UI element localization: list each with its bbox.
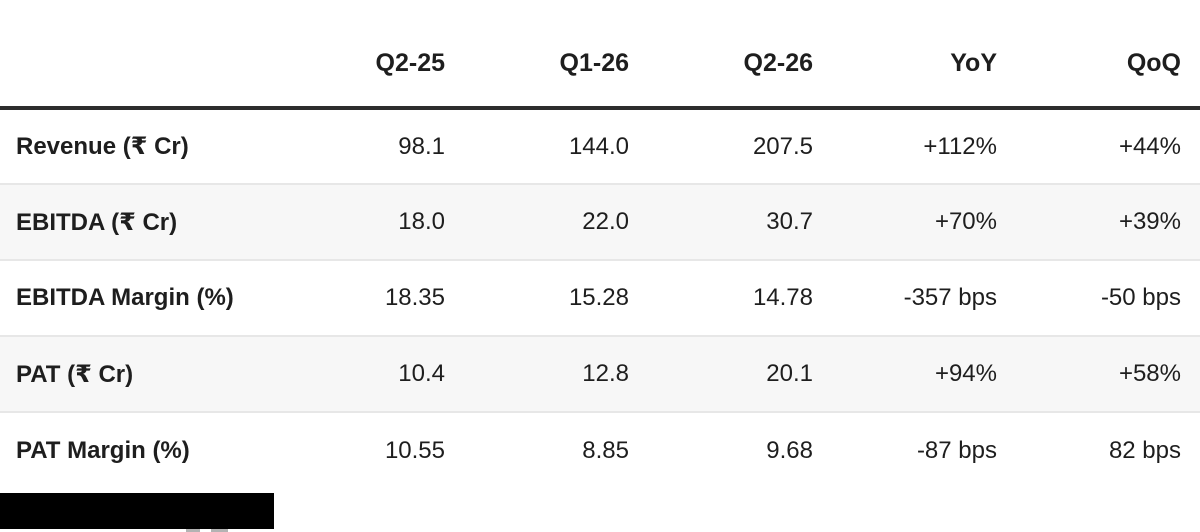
cropped-text-fragment	[186, 529, 200, 532]
table-row-ebitda-margin: EBITDA Margin (%) 18.35 15.28 14.78 -357…	[0, 260, 1200, 336]
header-row: Q2-25 Q1-26 Q2-26 YoY QoQ	[0, 0, 1200, 110]
cell-revenue-yoy: +112%	[923, 132, 997, 160]
redacted-block	[0, 493, 274, 529]
cell-pat-margin-q2-26: 9.68	[766, 436, 813, 464]
cell-revenue-q1-26: 144.0	[568, 132, 629, 160]
quarterly-financials-table: Q2-25 Q1-26 Q2-26 YoY QoQ Revenue (₹ Cr)…	[0, 0, 1200, 488]
cell-ebitda-margin-q2-26: 14.78	[752, 284, 813, 311]
table-row-pat: PAT (₹ Cr) 10.4 12.8 20.1 +94% +58%	[0, 336, 1200, 412]
cell-ebitda-q2-25: 18.0	[398, 208, 445, 235]
cell-revenue-q2-25: 98.1	[398, 132, 445, 160]
cell-ebitda-margin-qoq: -50 bps	[1100, 284, 1181, 311]
cell-pat-q1-26: 12.8	[582, 360, 629, 387]
row-label: EBITDA (₹ Cr)	[16, 208, 178, 236]
cell-ebitda-q1-26: 22.0	[582, 208, 629, 235]
cell-pat-yoy: +94%	[934, 360, 997, 387]
cell-revenue-qoq: +44%	[1118, 132, 1181, 160]
col-header-q2-25: Q2-25	[280, 0, 464, 110]
row-label: Revenue (₹ Cr)	[16, 133, 189, 160]
row-label: PAT (₹ Cr)	[16, 360, 134, 388]
cell-ebitda-margin-q1-26: 15.28	[568, 284, 629, 311]
cell-pat-q2-26: 20.1	[766, 360, 813, 387]
cell-pat-margin-qoq: 82 bps	[1108, 436, 1181, 464]
col-header-qoq: QoQ	[1016, 0, 1200, 110]
cell-ebitda-margin-q2-25: 18.35	[384, 284, 445, 311]
row-label: EBITDA Margin (%)	[16, 284, 234, 311]
cell-pat-margin-q2-25: 10.55	[384, 436, 445, 464]
row-label: PAT Margin (%)	[16, 436, 190, 464]
cell-ebitda-qoq: +39%	[1118, 208, 1181, 235]
col-header-metric	[0, 0, 280, 110]
cell-pat-q2-25: 10.4	[398, 360, 445, 387]
table-row-revenue: Revenue (₹ Cr) 98.1 144.0 207.5 +112% +4…	[0, 108, 1200, 184]
cell-ebitda-margin-yoy: -357 bps	[903, 284, 997, 311]
cell-ebitda-yoy: +70%	[934, 208, 997, 235]
cell-pat-qoq: +58%	[1118, 360, 1181, 387]
col-header-q2-26: Q2-26	[648, 0, 832, 110]
col-header-q1-26: Q1-26	[464, 0, 648, 110]
cell-pat-margin-yoy: -87 bps	[916, 436, 997, 464]
col-header-yoy: YoY	[832, 0, 1016, 110]
table-row-ebitda: EBITDA (₹ Cr) 18.0 22.0 30.7 +70% +39%	[0, 184, 1200, 260]
cell-pat-margin-q1-26: 8.85	[582, 436, 629, 464]
cell-revenue-q2-26: 207.5	[752, 132, 813, 160]
cropped-text-fragment	[211, 529, 228, 532]
table-row-pat-margin: PAT Margin (%) 10.55 8.85 9.68 -87 bps 8…	[0, 412, 1200, 488]
cell-ebitda-q2-26: 30.7	[766, 208, 813, 235]
